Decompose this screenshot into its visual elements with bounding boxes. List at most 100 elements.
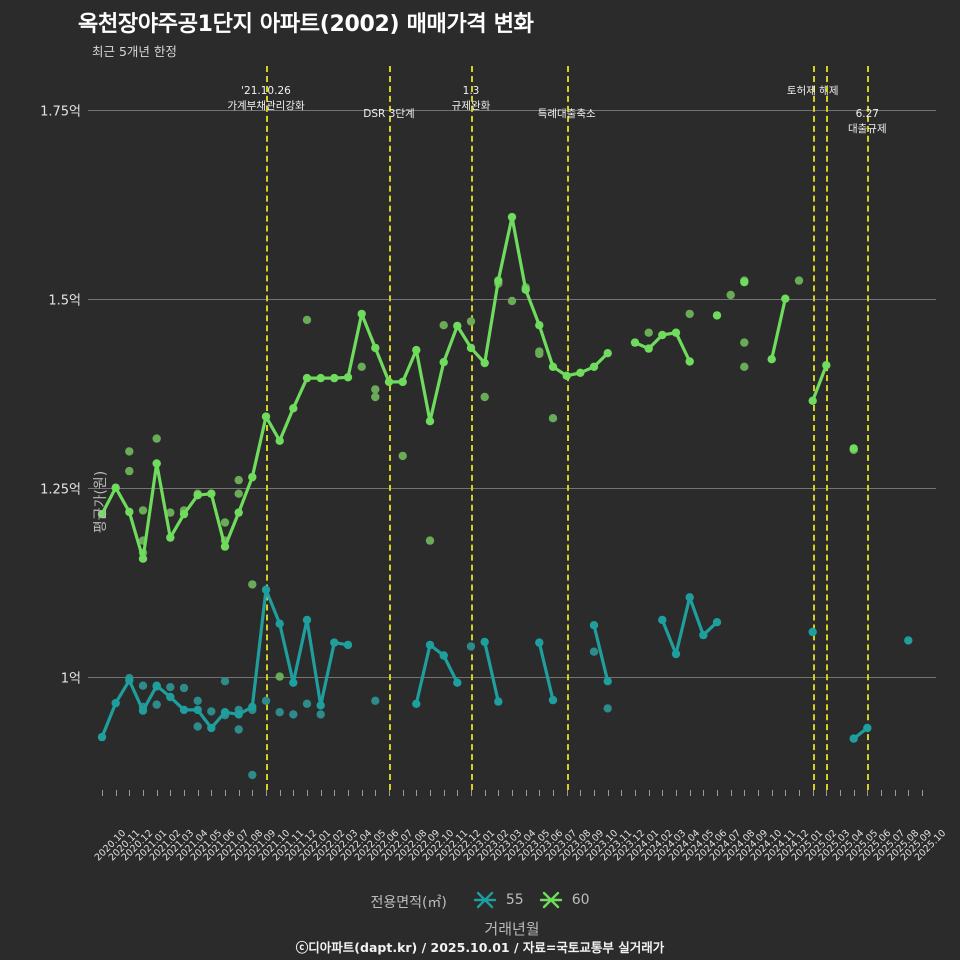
- scatter-point: [220, 677, 230, 686]
- scatter-point: [726, 290, 735, 300]
- scatter-point: [234, 725, 243, 734]
- series-marker: [248, 702, 257, 712]
- series-marker: [289, 678, 298, 687]
- scatter-point: [193, 696, 202, 705]
- x-axis-tick: [512, 790, 513, 796]
- series-marker: [507, 212, 517, 222]
- x-axis-tick: [840, 790, 841, 796]
- series-marker: [535, 321, 544, 330]
- series-marker: [289, 404, 298, 413]
- y-axis-tick-label: 1.75억: [40, 104, 81, 120]
- series-marker: [781, 294, 790, 303]
- x-axis-tick: [580, 790, 582, 796]
- gridline: [88, 676, 936, 678]
- x-axis-tick: [170, 790, 172, 796]
- x-axis-label: 거래년월: [484, 920, 540, 938]
- series-marker: [179, 509, 189, 519]
- y-axis-label: 평균가(원): [93, 470, 109, 534]
- series-marker: [261, 412, 271, 421]
- x-axis-tick: [867, 790, 869, 796]
- series-line: [660, 595, 719, 656]
- scatter-point: [220, 518, 230, 527]
- y-axis-tick-label: 1.25억: [40, 482, 81, 498]
- series-marker: [166, 533, 175, 542]
- scatter-point: [275, 672, 284, 681]
- x-axis-tick: [621, 790, 623, 796]
- series-marker: [152, 681, 161, 690]
- scatter-point: [248, 580, 257, 589]
- series-marker: [111, 483, 120, 492]
- series-line: [100, 215, 610, 561]
- series-marker: [685, 357, 694, 366]
- series-marker: [671, 328, 681, 337]
- series-marker: [220, 708, 230, 717]
- event-label: 특례대출축소: [538, 107, 596, 122]
- scatter-point: [316, 710, 325, 719]
- line-series-60: [97, 212, 858, 563]
- x-axis-tick: [785, 790, 787, 796]
- series-marker: [630, 338, 640, 347]
- legend-item-60[interactable]: 60: [538, 890, 590, 910]
- series-marker: [494, 276, 503, 285]
- scatter-point: [193, 722, 202, 731]
- series-marker: [125, 676, 134, 685]
- series-marker: [412, 699, 421, 708]
- series-marker: [535, 638, 544, 647]
- series-marker: [371, 343, 380, 353]
- series-marker: [685, 593, 694, 602]
- line-series-55: [97, 585, 913, 743]
- scatter-point: [644, 328, 653, 337]
- event-label-line: 6.27: [855, 108, 879, 120]
- x-axis-tick: [266, 790, 267, 796]
- legend: 전용면적(㎡) 55 60: [0, 890, 960, 914]
- y-axis-tick-label: 1.5억: [48, 293, 81, 309]
- legend-item-label: 60: [571, 892, 590, 908]
- event-label-line: 규제완화: [451, 100, 491, 112]
- x-axis-tick: [389, 790, 390, 796]
- series-marker: [275, 436, 284, 445]
- x-axis-tick: [430, 790, 431, 796]
- legend-item-55[interactable]: 55: [472, 890, 524, 910]
- series-marker: [712, 311, 722, 320]
- series-marker: [466, 343, 476, 353]
- series-marker: [480, 637, 489, 647]
- series-marker: [904, 636, 913, 645]
- scatter-point: [234, 475, 243, 485]
- x-axis-tick: [184, 790, 185, 796]
- series-marker: [193, 705, 202, 715]
- series-marker: [808, 627, 817, 637]
- series-marker: [439, 651, 448, 660]
- series-marker: [302, 373, 312, 383]
- series-marker: [425, 417, 435, 426]
- scatter-group-60: [125, 276, 858, 681]
- x-axis-tick: [648, 790, 650, 796]
- x-axis-tick: [607, 790, 609, 796]
- series-marker: [207, 723, 216, 733]
- series-marker: [849, 734, 858, 743]
- x-axis-tick: [922, 790, 923, 796]
- x-axis-tick: [730, 790, 732, 796]
- x-axis-tick: [115, 790, 117, 796]
- series-marker: [384, 377, 394, 387]
- x-axis-tick: [225, 790, 226, 796]
- series-line: [770, 297, 787, 361]
- scatter-point: [740, 362, 749, 371]
- x-axis-tick: [853, 790, 855, 796]
- scatter-point: [466, 317, 476, 326]
- scatter-point: [125, 447, 134, 456]
- footer-credit: ⓒ디아파트(dapt.kr) / 2025.10.01 / 자료=국토교통부 실…: [295, 940, 665, 955]
- series-marker: [234, 508, 243, 517]
- scatter-point: [548, 414, 558, 423]
- series-line: [592, 623, 610, 683]
- scatter-point: [480, 392, 489, 402]
- event-line: [471, 66, 473, 790]
- series-marker: [699, 630, 708, 640]
- event-label: 6.27 대출규제: [848, 107, 887, 137]
- x-axis-tick: [402, 790, 404, 796]
- series-marker: [548, 362, 558, 371]
- x-axis-tick: [279, 790, 281, 796]
- series-marker: [302, 615, 312, 625]
- scatter-point: [289, 710, 298, 719]
- scatter-point: [302, 315, 312, 325]
- scatter-point: [261, 696, 271, 705]
